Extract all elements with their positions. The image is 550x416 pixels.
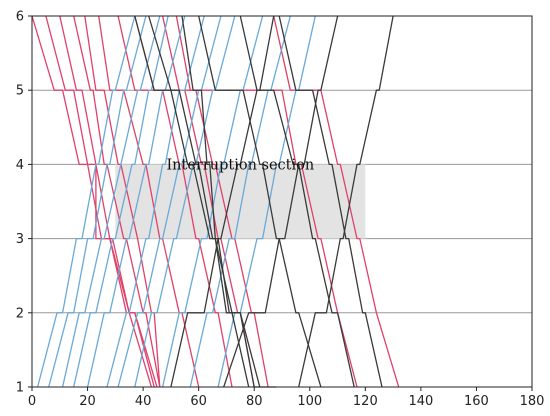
red-train-line [73,15,161,388]
x-tick-label: 120 [353,394,378,409]
x-tick-label: 80 [246,394,263,409]
blue-train-line [106,15,205,388]
x-tick-label: 60 [190,394,207,409]
interruption-section-label: Interruption section [166,158,314,174]
x-tick-label: 180 [520,394,545,409]
black-train-line [278,15,383,388]
black-train-line [298,15,394,388]
axes-layer [31,15,533,388]
y-tick-label: 5 [16,84,24,99]
x-tick-label: 140 [408,394,433,409]
red-train-line [45,15,158,388]
black-train-line [239,15,355,388]
x-tick-label: 160 [464,394,489,409]
black-train-line [181,15,250,388]
y-tick-label: 1 [16,381,24,396]
blue-train-line [36,15,136,388]
x-tick-label: 100 [297,394,322,409]
series-layer [31,15,400,388]
blue-train-line [61,15,161,388]
blue-train-line [73,15,169,388]
x-tick-label: 20 [79,394,96,409]
red-train-line [59,15,153,388]
y-tick-label: 4 [16,158,24,173]
black-train-line [148,15,277,388]
y-tick-label: 3 [16,232,24,247]
blue-train-line [134,15,236,388]
black-train-line [223,15,339,388]
blue-train-line [48,15,147,388]
tick-layer: 0 20 40 60 80 100 120 140 160 180 1 2 3 4 5 6 [16,10,545,410]
y-tick-label: 2 [16,306,24,321]
x-tick-label: 0 [28,394,36,409]
black-train-line [198,15,322,388]
y-tick-label: 6 [16,10,24,25]
x-tick-label: 40 [135,394,152,409]
plot-frame [31,15,533,388]
